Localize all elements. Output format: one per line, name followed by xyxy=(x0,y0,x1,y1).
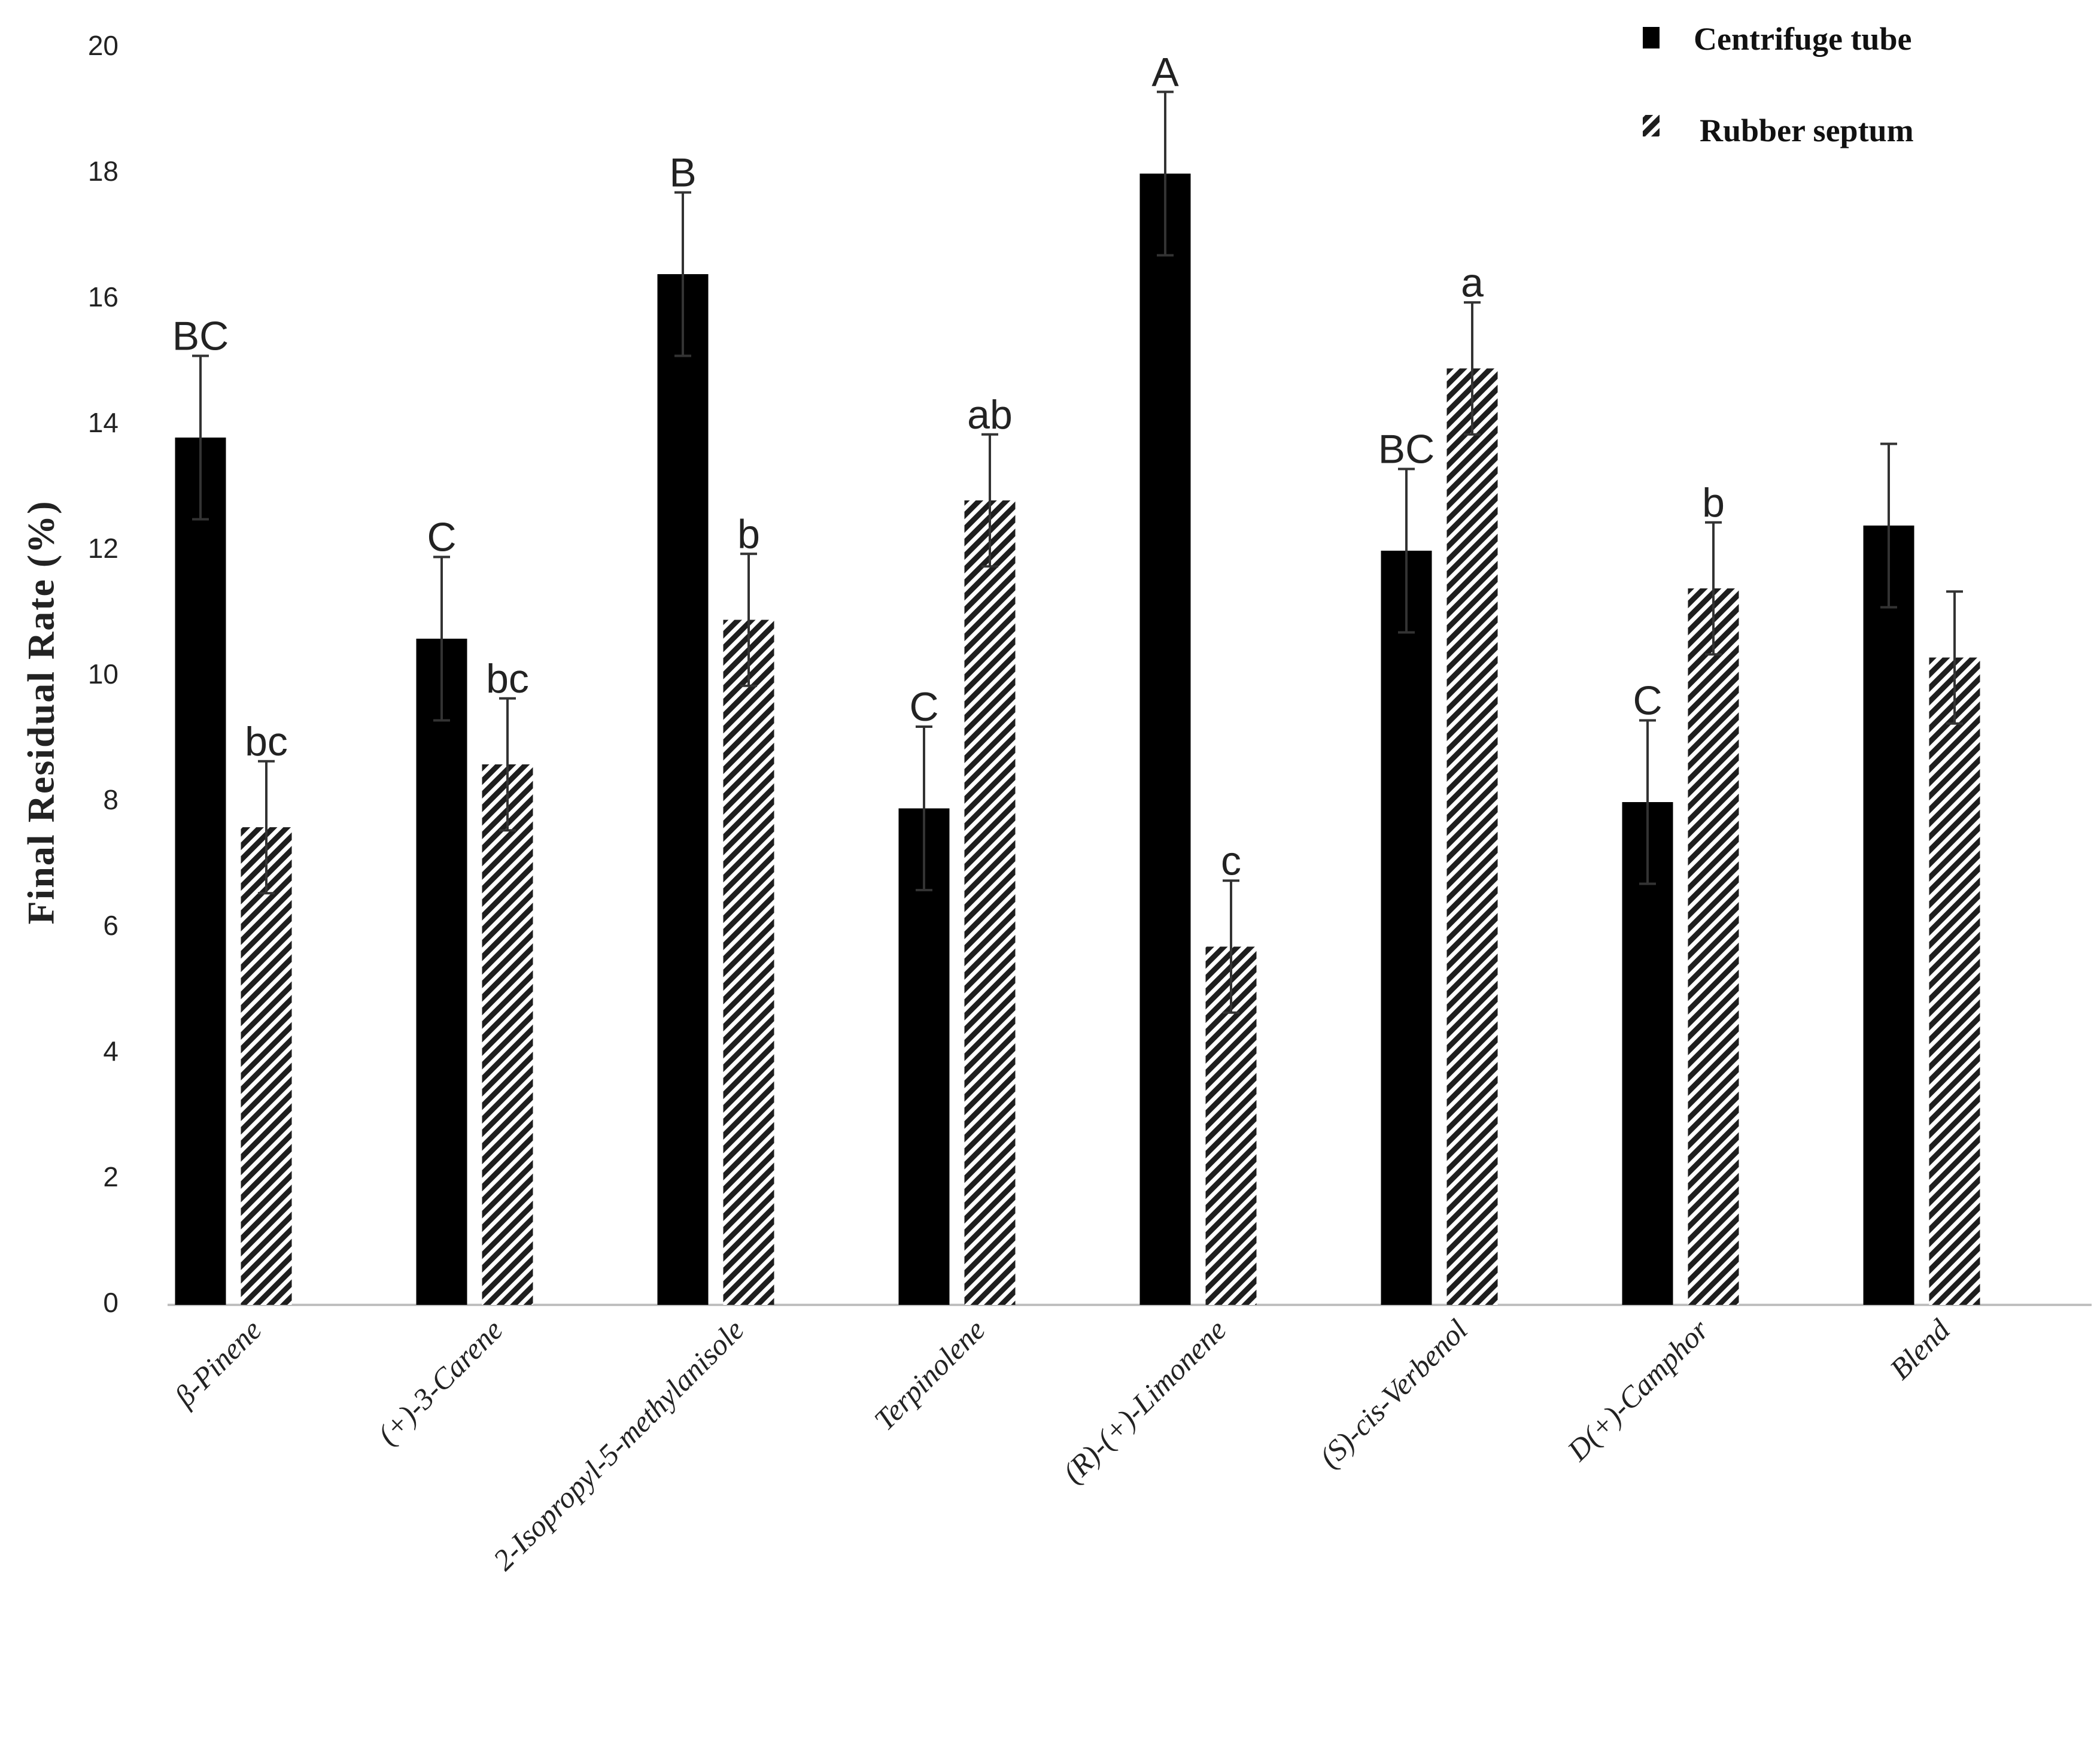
legend-swatch-solid xyxy=(1643,27,1660,48)
y-tick-label: 14 xyxy=(88,407,118,438)
bar-centrifuge-tube xyxy=(1622,802,1673,1305)
significance-letter: BC xyxy=(172,314,229,359)
bar-rubber-septum xyxy=(241,827,292,1305)
significance-letter: ab xyxy=(967,392,1013,438)
bar-rubber-septum xyxy=(1446,368,1498,1305)
x-tick-label: (R)-(+)-Limonene xyxy=(1056,1313,1233,1489)
bar-centrifuge-tube xyxy=(416,639,467,1305)
legend-label: Centrifuge tube xyxy=(1694,21,1911,57)
significance-letter: bc xyxy=(486,656,529,702)
bar-rubber-septum xyxy=(723,620,774,1305)
y-tick-label: 16 xyxy=(88,281,118,312)
y-axis-title: Final Residual Rate (%) xyxy=(20,500,62,924)
bars xyxy=(175,174,1980,1305)
x-tick-label: 2-Isopropyl-5-methylanisole xyxy=(487,1313,750,1577)
significance-letter: c xyxy=(1221,838,1241,883)
error-bars xyxy=(192,90,1963,1014)
significance-letter: BC xyxy=(1378,427,1435,472)
significance-letter: a xyxy=(1461,260,1484,305)
y-tick-label: 4 xyxy=(103,1036,118,1067)
x-tick-label: Blend xyxy=(1883,1312,1957,1386)
x-tick-label: β-Pinene xyxy=(168,1313,268,1413)
y-tick-label: 8 xyxy=(103,784,118,815)
significance-letter: B xyxy=(669,150,696,196)
category-labels: β-Pinene (+)-3-Carene2-Isopropyl-5-methyl… xyxy=(168,1312,1957,1577)
legend-item-rubber-septum: Rubber septum xyxy=(1643,113,1914,148)
legend: Centrifuge tube Rubber septum xyxy=(1643,21,1914,148)
y-tick-label: 0 xyxy=(103,1287,118,1318)
y-axis-ticks: 0 2 4 6 8 10 12 14 16 18 20 xyxy=(88,30,118,1318)
significance-letter: b xyxy=(1702,480,1725,526)
bar-rubber-septum xyxy=(1688,588,1739,1305)
significance-letter: C xyxy=(427,515,456,560)
significance-letter: bc xyxy=(245,719,288,764)
y-tick-label: 2 xyxy=(103,1161,118,1192)
significance-letter: b xyxy=(737,511,760,557)
legend-swatch-hatch xyxy=(1643,115,1660,136)
bar-centrifuge-tube xyxy=(657,274,709,1305)
legend-label: Rubber septum xyxy=(1700,113,1914,148)
bar-rubber-septum xyxy=(482,764,533,1305)
legend-item-centrifuge-tube: Centrifuge tube xyxy=(1643,21,1911,57)
bar-centrifuge-tube xyxy=(1381,551,1432,1305)
bar-centrifuge-tube xyxy=(1863,526,1914,1305)
y-tick-label: 6 xyxy=(103,910,118,941)
bar-rubber-septum xyxy=(1929,657,1980,1305)
y-tick-label: 12 xyxy=(88,533,118,564)
bar-rubber-septum xyxy=(964,500,1016,1305)
y-tick-label: 20 xyxy=(88,30,118,61)
x-tick-label: (+)-3-Carene xyxy=(371,1313,509,1451)
x-tick-label: Terpinolene xyxy=(868,1313,992,1437)
significance-letter: C xyxy=(909,684,938,730)
x-tick-label: D(+)-Camphor xyxy=(1560,1313,1715,1468)
significance-letter: A xyxy=(1151,50,1179,95)
bar-centrifuge-tube xyxy=(1139,174,1191,1305)
significance-letter: C xyxy=(1633,678,1662,724)
y-tick-label: 18 xyxy=(88,156,118,187)
x-tick-label: (S)-cis-Verbenol xyxy=(1312,1313,1473,1474)
bar-centrifuge-tube xyxy=(175,438,226,1305)
y-tick-label: 10 xyxy=(88,658,118,690)
